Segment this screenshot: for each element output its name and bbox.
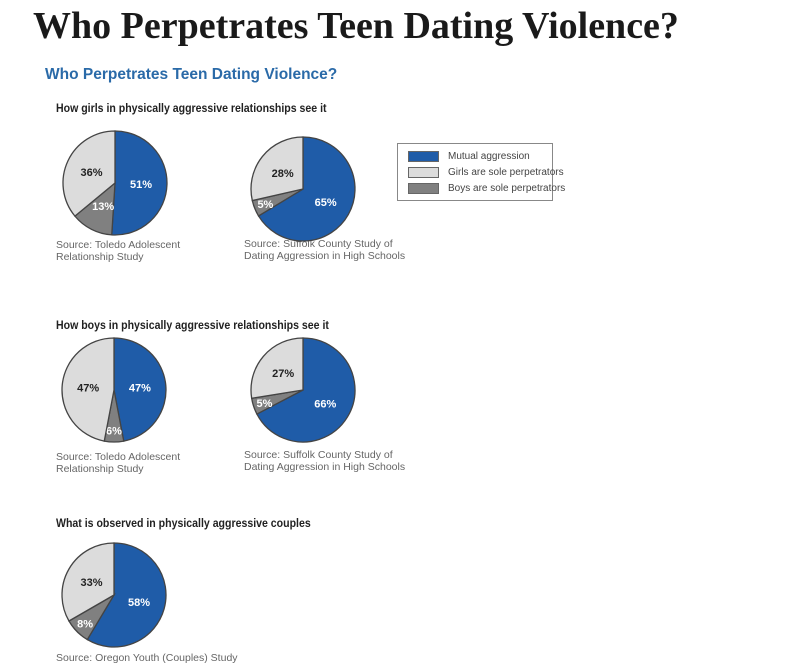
source-note: Source: Toledo Adolescent Relationship St… (56, 239, 180, 263)
legend-swatch (408, 182, 439, 194)
source-note: Source: Toledo Adolescent Relationship St… (56, 451, 180, 475)
group-title-boys: How boys in physically aggressive relati… (56, 318, 329, 332)
legend-swatch (408, 166, 439, 178)
legend-item-mutual: Mutual aggression (408, 148, 552, 164)
pie-slice (61, 542, 115, 622)
source-note: Source: Oregon Youth (Couples) Study (56, 652, 238, 664)
data-label: 5% (257, 398, 273, 410)
legend-swatch (408, 150, 439, 162)
source-line: Source: Toledo Adolescent (56, 451, 181, 463)
source-line: Dating Aggression in High Schools (244, 461, 406, 473)
pie-slice (257, 136, 356, 242)
source-note: Source: Suffolk County Study of Dating Ag… (244, 238, 405, 262)
data-label: 47% (129, 383, 151, 395)
pie-slice (250, 136, 304, 202)
data-label: 6% (106, 426, 122, 438)
source-line: Source: Toledo Adolescent (56, 239, 181, 251)
data-label: 28% (272, 168, 294, 180)
group-title-couples: What is observed in physically aggressiv… (56, 516, 311, 530)
pie-slice (62, 130, 116, 218)
group-title-girls: How girls in physically aggressive relat… (56, 101, 327, 115)
pie-slice (111, 130, 168, 236)
source-line: Relationship Study (56, 463, 144, 475)
source-line: Dating Aggression in High Schools (244, 250, 406, 262)
source-line: Source: Suffolk County Study of (244, 238, 393, 250)
data-label: 47% (77, 383, 99, 395)
pie-slice (250, 337, 304, 400)
pie-slice (61, 337, 115, 442)
legend-label: Boys are sole perpetrators (448, 182, 566, 194)
data-label: 65% (315, 197, 337, 209)
source-line: Source: Oregon Youth (Couples) Study (56, 652, 238, 664)
data-label: 58% (128, 597, 150, 609)
data-label: 33% (80, 577, 102, 589)
pie-slice (256, 337, 356, 443)
chart-title: Who Perpetrates Teen Dating Violence? (45, 66, 338, 83)
pie-slice (113, 337, 167, 442)
pie-slice (86, 542, 167, 648)
page-title: Who Perpetrates Teen Dating Violence? (33, 5, 679, 47)
legend-label: Girls are sole perpetrators (448, 166, 564, 178)
data-label: 5% (257, 199, 273, 211)
source-note: Source: Suffolk County Study of Dating Ag… (244, 449, 405, 473)
legend: Mutual aggression Girls are sole perpetr… (397, 143, 565, 201)
data-label: 27% (272, 368, 294, 380)
legend-item-boys: Boys are sole perpetrators (408, 180, 565, 196)
legend-label: Mutual aggression (448, 150, 530, 162)
source-line: Relationship Study (56, 251, 144, 263)
data-label: 36% (80, 167, 102, 179)
data-label: 51% (130, 179, 152, 191)
legend-item-girls: Girls are sole perpetrators (408, 164, 564, 180)
source-line: Source: Suffolk County Study of (244, 449, 393, 461)
data-label: 66% (314, 398, 336, 410)
data-label: 13% (92, 201, 114, 213)
data-label: 8% (77, 618, 93, 630)
